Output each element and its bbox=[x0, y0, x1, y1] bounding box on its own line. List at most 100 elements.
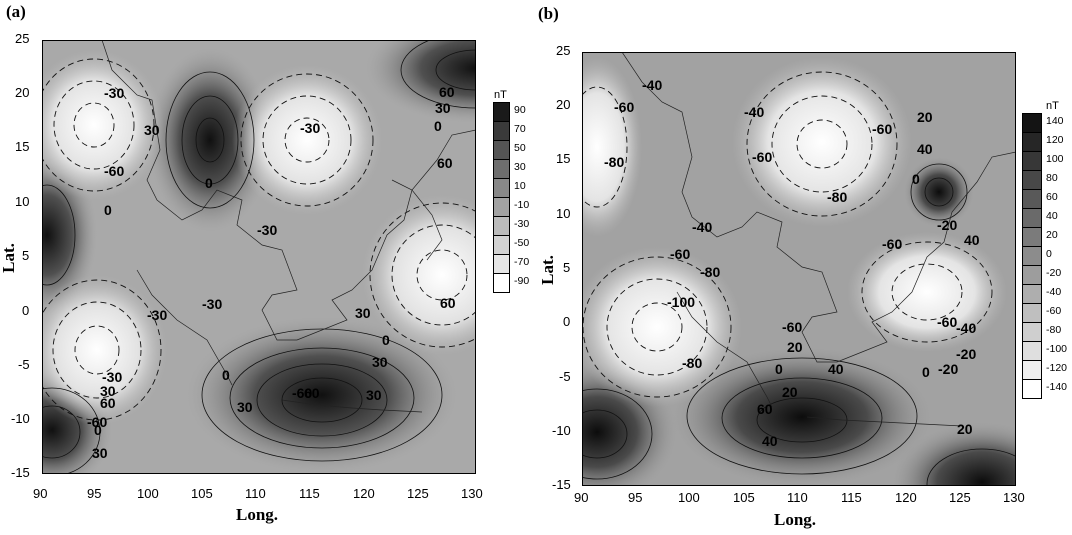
colorbar-label: 100 bbox=[1046, 153, 1064, 165]
colorbar-label: 120 bbox=[1046, 134, 1064, 146]
contour-line-b bbox=[926, 448, 1016, 486]
colorbar-swatch bbox=[1022, 171, 1042, 190]
coastline-a bbox=[101, 40, 476, 341]
contour-label: 30 bbox=[372, 354, 388, 370]
contour-label: 30 bbox=[366, 387, 382, 403]
colorbar-swatch bbox=[493, 198, 510, 217]
contour-label: -60 bbox=[104, 163, 124, 179]
contour-label: -60 bbox=[782, 319, 802, 335]
contour-label: 60 bbox=[757, 401, 773, 417]
contour-label: -60 bbox=[292, 385, 312, 401]
colorbar-label: -40 bbox=[1046, 286, 1062, 298]
colorbar-swatch bbox=[1022, 152, 1042, 171]
contour-line-a bbox=[52, 301, 142, 399]
contour-line-a bbox=[42, 387, 101, 474]
contour-line-b bbox=[721, 377, 883, 459]
contour-label: -30 bbox=[257, 222, 277, 238]
colorbar-swatch bbox=[493, 141, 510, 160]
contour-label: -100 bbox=[667, 294, 695, 310]
ytick-b: -5 bbox=[559, 369, 571, 384]
ytick-b: 10 bbox=[556, 206, 571, 221]
contour-line-a bbox=[240, 73, 374, 207]
ytick-a: 0 bbox=[22, 303, 30, 318]
contour-label: 30 bbox=[237, 399, 253, 415]
xtick-a: 90 bbox=[33, 486, 48, 501]
colorbar-swatch bbox=[493, 160, 510, 179]
contour-label: 60 bbox=[437, 155, 453, 171]
colorbar-swatch bbox=[1022, 209, 1042, 228]
contour-label: 20 bbox=[957, 421, 973, 437]
contour-label: 20 bbox=[787, 339, 803, 355]
contour-label: -60 bbox=[882, 236, 902, 252]
contour-label: 20 bbox=[917, 109, 933, 125]
colorbar-label: 20 bbox=[1046, 229, 1058, 241]
ytick-a: 20 bbox=[15, 85, 30, 100]
y-axis-label-b: Lat. bbox=[537, 255, 557, 285]
anomaly-low-b bbox=[582, 247, 742, 407]
contour-label: 30 bbox=[100, 383, 116, 399]
contour-label: -20 bbox=[956, 346, 976, 362]
colorbar-swatch bbox=[1022, 113, 1042, 133]
contour-label: 60 bbox=[100, 395, 116, 411]
anomaly-low-b bbox=[847, 232, 1007, 352]
anomaly-high-b bbox=[904, 157, 974, 227]
colorbar-label: -50 bbox=[514, 237, 530, 249]
contour-label: -60 bbox=[614, 99, 634, 115]
contour-label: -80 bbox=[604, 154, 624, 170]
colorbar-swatch bbox=[1022, 304, 1042, 323]
ytick-a: -10 bbox=[11, 411, 30, 426]
xtick-b: 130 bbox=[1003, 490, 1025, 505]
colorbar-swatch bbox=[493, 236, 510, 255]
colorbar-swatch bbox=[493, 122, 510, 141]
anomaly-high-a bbox=[187, 317, 457, 473]
contour-line-b bbox=[771, 95, 873, 193]
colorbar-swatch bbox=[1022, 266, 1042, 285]
contour-line-b bbox=[686, 357, 918, 475]
contour-label: -20 bbox=[937, 217, 957, 233]
colorbar-label: 40 bbox=[1046, 210, 1058, 222]
colorbar-a bbox=[493, 102, 510, 293]
contour-label: 0 bbox=[94, 422, 102, 438]
contour-line-b bbox=[746, 71, 898, 217]
colorbar-label: -120 bbox=[1046, 362, 1068, 374]
colorbar-label: 0 bbox=[1046, 248, 1052, 260]
xtick-a: 95 bbox=[87, 486, 102, 501]
contour-label: 0 bbox=[912, 171, 920, 187]
xtick-a: 130 bbox=[461, 486, 483, 501]
colorbar-unit-a: nT bbox=[494, 89, 507, 101]
contour-line-a bbox=[42, 279, 162, 421]
xtick-b: 110 bbox=[787, 490, 808, 505]
ytick-b: -15 bbox=[552, 477, 571, 492]
colorbar-swatch bbox=[1022, 285, 1042, 304]
contour-label: 40 bbox=[964, 232, 980, 248]
contour-label: 60 bbox=[304, 385, 320, 401]
contour-label: 30 bbox=[92, 445, 108, 461]
contour-line-b bbox=[582, 86, 628, 208]
anomaly-high-a bbox=[148, 48, 272, 232]
contour-line-b bbox=[796, 119, 848, 169]
colorbar-label: 30 bbox=[514, 161, 526, 173]
xtick-b: 95 bbox=[628, 490, 643, 505]
colorbar-label: 90 bbox=[514, 104, 526, 116]
colorbar-swatch bbox=[1022, 361, 1042, 380]
contour-line-a bbox=[284, 117, 330, 163]
colorbar-swatch bbox=[1022, 247, 1042, 266]
coastline-a bbox=[391, 179, 443, 261]
contour-label: -40 bbox=[642, 77, 662, 93]
xtick-a: 125 bbox=[407, 486, 429, 501]
xtick-b: 105 bbox=[733, 490, 755, 505]
colorbar-label: -20 bbox=[1046, 267, 1062, 279]
ytick-a: -15 bbox=[11, 465, 30, 480]
xtick-b: 100 bbox=[678, 490, 700, 505]
contour-label: 60 bbox=[440, 295, 456, 311]
contour-line-a bbox=[42, 405, 81, 459]
colorbar-swatch bbox=[1022, 380, 1042, 399]
contour-label: 0 bbox=[104, 202, 112, 218]
contour-line-b bbox=[582, 388, 653, 480]
contour-label: 60 bbox=[439, 84, 455, 100]
colorbar-swatch bbox=[493, 255, 510, 274]
contour-line-a bbox=[201, 328, 443, 462]
colorbar-swatch bbox=[1022, 190, 1042, 209]
contour-line-a bbox=[42, 58, 155, 192]
